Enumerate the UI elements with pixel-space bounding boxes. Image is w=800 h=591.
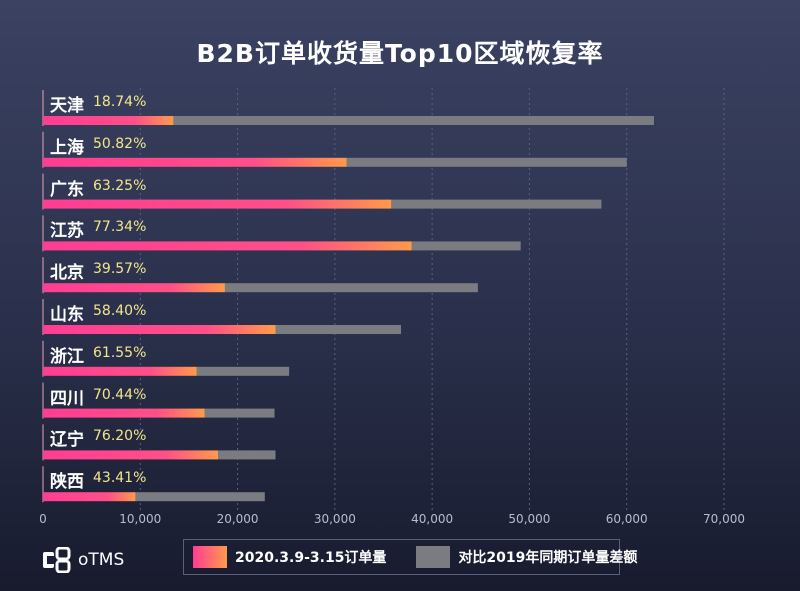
chart-title: B2B订单收货量Top10区域恢复率	[196, 39, 604, 68]
bar-2019-diff[interactable]	[173, 116, 654, 125]
bar-2019-diff[interactable]	[196, 366, 290, 376]
bar-2019-diff[interactable]	[224, 283, 478, 293]
legend: 2020.3.9-3.15订单量 对比2019年同期订单量差额	[183, 539, 637, 575]
bar-2020[interactable]	[43, 408, 205, 418]
bar-2020[interactable]	[43, 283, 225, 293]
bar-2019-diff[interactable]	[218, 450, 276, 460]
bar-2020[interactable]	[43, 157, 347, 167]
logo-icon	[43, 547, 71, 573]
bar-2020[interactable]	[43, 241, 412, 251]
bar-2019-diff[interactable]	[275, 325, 402, 334]
bar-2019-diff[interactable]	[135, 492, 265, 502]
bar-2019-diff[interactable]	[346, 157, 627, 167]
bar-2020[interactable]	[43, 199, 392, 209]
bar-2019-diff[interactable]	[411, 241, 521, 251]
bar-2020[interactable]	[43, 325, 276, 334]
otms-logo: oTMS	[42, 547, 124, 573]
bar-2020[interactable]	[43, 492, 136, 502]
bar-2020[interactable]	[43, 450, 219, 460]
legend-swatch	[416, 546, 451, 568]
legend-swatch	[193, 546, 227, 568]
bar-2019-diff[interactable]	[204, 408, 275, 418]
legend-label: 对比2019年同期订单量差额	[458, 550, 638, 566]
bar-2020[interactable]	[43, 116, 174, 125]
legend-label: 2020.3.9-3.15订单量	[235, 550, 387, 566]
brand-name: oTMS	[78, 550, 125, 570]
bar-2019-diff[interactable]	[391, 199, 602, 209]
legend-item-2019-diff[interactable]: 对比2019年同期订单量差额	[416, 546, 637, 568]
bar-2020[interactable]	[43, 366, 197, 376]
legend-item-2020[interactable]: 2020.3.9-3.15订单量	[193, 546, 386, 568]
